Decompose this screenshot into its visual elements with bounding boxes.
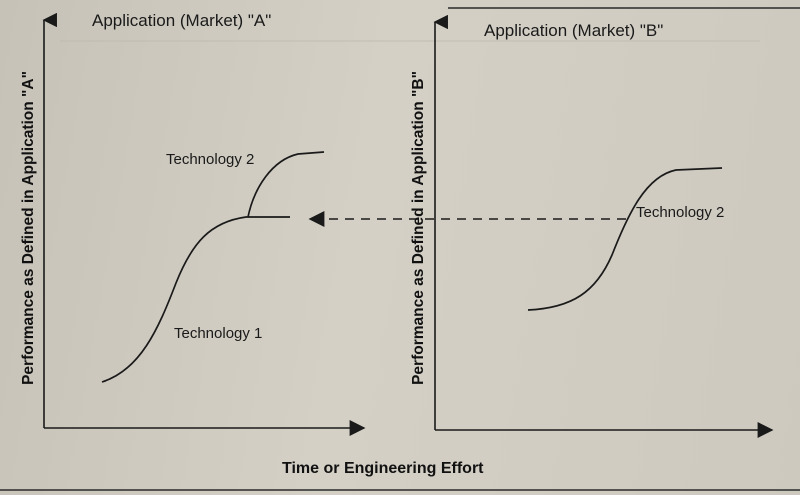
panel-a-title: Application (Market) "A" xyxy=(92,11,271,30)
technology-1-label: Technology 1 xyxy=(174,325,262,342)
technology-2-label-b: Technology 2 xyxy=(636,204,724,221)
panel-b-title: Application (Market) "B" xyxy=(484,21,663,40)
technology-1-curve xyxy=(101,216,290,383)
technology-2-curve-a xyxy=(247,151,325,218)
panel-b-axes xyxy=(433,14,774,438)
panel-a-axes xyxy=(42,12,366,436)
technology-2-label-a: Technology 2 xyxy=(166,151,254,168)
panel-b-y-axis-label: Performance as Defined in Application "B… xyxy=(410,71,427,385)
x-axis-label: Time or Engineering Effort xyxy=(282,460,484,477)
panel-a-y-axis-label: Performance as Defined in Application "A… xyxy=(20,71,37,385)
background-bleed-text xyxy=(60,40,760,42)
technology-2-curve-b xyxy=(527,167,723,311)
